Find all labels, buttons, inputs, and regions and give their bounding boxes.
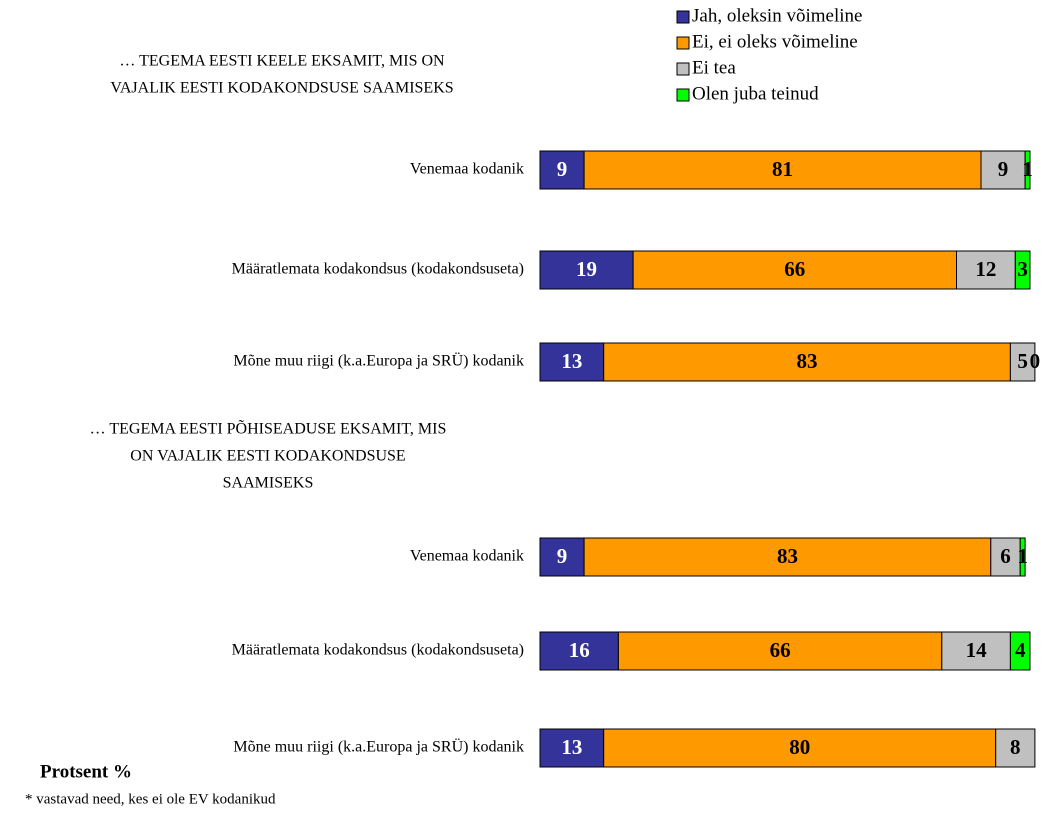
legend-swatch bbox=[676, 10, 690, 24]
group-title: … TEGEMA EESTI KEELE EKSAMIT, MIS ON bbox=[119, 53, 445, 70]
bar-segment bbox=[1009, 342, 1036, 382]
legend-label: Ei, ei oleks võimeline bbox=[692, 31, 858, 52]
bar-segment bbox=[1019, 537, 1026, 577]
bar-segment bbox=[539, 631, 619, 671]
value-label: 9 bbox=[998, 157, 1009, 181]
category-label: Määratlemata kodakondsus (kodakondsuseta… bbox=[232, 261, 524, 278]
bar-segment bbox=[539, 728, 605, 768]
bar-segment bbox=[603, 728, 997, 768]
value-label: 66 bbox=[784, 257, 805, 281]
bar-segment bbox=[990, 537, 1021, 577]
bar-segment bbox=[539, 150, 585, 190]
group-title: ON VAJALIK EESTI KODAKONDSUSE bbox=[130, 448, 405, 465]
bar-segment bbox=[603, 342, 1011, 382]
value-label: 66 bbox=[770, 638, 791, 662]
group-title: … TEGEMA EESTI PÕHISEADUSE EKSAMIT, MIS bbox=[90, 420, 447, 438]
footnote: * vastavad need, kes ei ole EV kodanikud bbox=[25, 791, 276, 807]
category-label: Määratlemata kodakondsus (kodakondsuseta… bbox=[232, 642, 524, 659]
bar-segment bbox=[539, 537, 585, 577]
value-label: 12 bbox=[975, 257, 996, 281]
bar-segment bbox=[1014, 250, 1031, 290]
value-label: 6 bbox=[1000, 544, 1011, 568]
legend-label: Jah, oleksin võimeline bbox=[692, 5, 862, 26]
value-label: 1 bbox=[1022, 157, 1033, 181]
bar-segment bbox=[1024, 150, 1031, 190]
value-label: 83 bbox=[777, 544, 798, 568]
axis-label: Protsent % bbox=[40, 761, 132, 782]
value-label: 19 bbox=[576, 257, 597, 281]
value-label: 81 bbox=[772, 157, 793, 181]
category-label: Venemaa kodanik bbox=[410, 161, 524, 178]
bar-segment bbox=[995, 728, 1036, 768]
category-label: Mõne muu riigi (k.a.Europa ja SRÜ) kodan… bbox=[233, 352, 524, 370]
value-label: 1 bbox=[1017, 544, 1028, 568]
value-label: 13 bbox=[561, 735, 582, 759]
group-title: SAAMISEKS bbox=[223, 475, 314, 492]
legend-label: Olen juba teinud bbox=[692, 83, 819, 104]
value-label: 16 bbox=[569, 638, 590, 662]
value-label: 5 bbox=[1017, 349, 1028, 373]
value-label: 14 bbox=[966, 638, 988, 662]
value-label: 83 bbox=[797, 349, 818, 373]
value-label: 9 bbox=[557, 544, 568, 568]
bar-segment bbox=[956, 250, 1016, 290]
legend-label: Ei tea bbox=[692, 57, 736, 78]
value-label: 80 bbox=[789, 735, 810, 759]
bar-segment bbox=[980, 150, 1026, 190]
bar-segment bbox=[583, 150, 982, 190]
legend-swatch bbox=[676, 36, 690, 50]
bar-segment bbox=[617, 631, 943, 671]
bar-segment bbox=[1009, 631, 1031, 671]
value-label: 0 bbox=[1030, 349, 1041, 373]
category-label: Venemaa kodanik bbox=[410, 548, 524, 565]
value-label: 3 bbox=[1017, 257, 1028, 281]
value-label: 4 bbox=[1015, 638, 1026, 662]
group-title: VAJALIK EESTI KODAKONDSUSE SAAMISEKS bbox=[110, 80, 453, 97]
category-label: Mõne muu riigi (k.a.Europa ja SRÜ) kodan… bbox=[233, 738, 524, 756]
bar-segment bbox=[941, 631, 1011, 671]
bar-segment bbox=[583, 537, 992, 577]
value-label: 9 bbox=[557, 157, 568, 181]
bar-segment bbox=[539, 342, 605, 382]
bar-segment bbox=[632, 250, 957, 290]
legend-swatch bbox=[676, 62, 690, 76]
value-label: 13 bbox=[561, 349, 582, 373]
value-label: 8 bbox=[1010, 735, 1021, 759]
legend-swatch bbox=[676, 88, 690, 102]
